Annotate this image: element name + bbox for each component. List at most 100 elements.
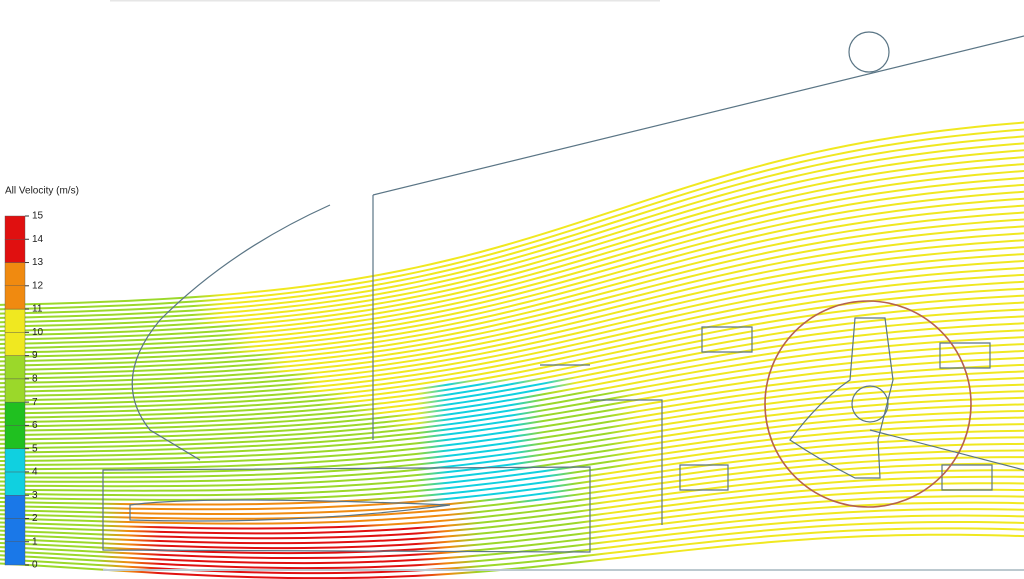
- legend-tick-label: 0: [32, 560, 38, 571]
- streamline: [0, 204, 1024, 359]
- legend-swatch: [4, 471, 26, 496]
- streamline: [0, 514, 1024, 565]
- streamline: [0, 508, 1024, 560]
- legend-tick-label: 5: [32, 443, 38, 454]
- legend-tick-label: 1: [32, 536, 38, 547]
- legend-swatch: [4, 355, 26, 380]
- geometry: [102, 31, 1024, 571]
- sensor: [848, 31, 890, 73]
- streamline: [0, 280, 1024, 406]
- outline: [131, 195, 374, 461]
- streamline: [0, 336, 1024, 441]
- streamline: [0, 390, 1024, 475]
- legend-swatch: [4, 285, 26, 310]
- legend-title: All Velocity (m/s): [5, 186, 79, 197]
- streamline: [0, 135, 1024, 315]
- streamline: [0, 396, 1024, 479]
- streamline: [0, 121, 1024, 306]
- streamline: [0, 183, 1024, 345]
- streamline: [0, 383, 1024, 471]
- arm: [869, 429, 1024, 471]
- streamline: [0, 456, 1024, 520]
- outline: [372, 35, 1024, 196]
- legend-swatch: [4, 495, 26, 519]
- streamline: [0, 423, 1024, 497]
- legend-swatch: [4, 215, 26, 240]
- streamline: [0, 308, 1024, 424]
- legend-tick-label: 11: [32, 304, 43, 315]
- legend-swatch: [4, 378, 26, 403]
- streamline: [0, 287, 1024, 411]
- legend-swatch: [4, 448, 26, 473]
- legend-swatch: [4, 239, 26, 263]
- legend: All Velocity (m/s) 012345678910111213141…: [4, 186, 79, 571]
- streamline: [0, 449, 1024, 516]
- legend-tick-label: 15: [32, 211, 44, 222]
- streamline: [0, 142, 1024, 319]
- streamline: [0, 482, 1024, 540]
- upright: [789, 317, 894, 479]
- streamline: [0, 436, 1024, 506]
- top-bar: [110, 0, 660, 2]
- streamline: [0, 475, 1024, 535]
- streamline: [0, 259, 1024, 393]
- streamline: [0, 128, 1024, 311]
- streamline: [0, 246, 1024, 385]
- streamline: [0, 409, 1024, 488]
- legend-swatch: [4, 425, 26, 449]
- streamline: [0, 273, 1024, 402]
- streamline: [0, 163, 1024, 332]
- legend-tick-label: 14: [32, 234, 44, 245]
- legend-swatch: [4, 308, 26, 333]
- hub: [851, 385, 889, 423]
- legend-tick-label: 4: [32, 467, 38, 478]
- outline: [540, 364, 663, 525]
- streamline: [0, 349, 1024, 450]
- legend-tick-label: 10: [32, 327, 44, 338]
- streamline: [0, 211, 1024, 363]
- streamline: [0, 170, 1024, 337]
- streamline: [0, 266, 1024, 398]
- legend-swatch: [4, 262, 26, 286]
- streamline: [0, 533, 1024, 579]
- streamline: [0, 356, 1024, 454]
- streamline: [0, 190, 1024, 350]
- streamline: [0, 149, 1024, 324]
- legend-tick-label: 8: [32, 374, 38, 385]
- wing: [129, 499, 451, 522]
- legend-tick-label: 2: [32, 513, 38, 524]
- streamline: [0, 416, 1024, 492]
- legend-tick-label: 7: [32, 397, 38, 408]
- legend-swatch: [4, 518, 26, 542]
- streamline: [0, 488, 1024, 545]
- streamline: [0, 403, 1024, 483]
- streamline: [0, 363, 1024, 458]
- mounts: [679, 326, 993, 491]
- streamline: [0, 442, 1024, 511]
- streamline: [0, 239, 1024, 380]
- streamline: [0, 232, 1024, 376]
- streamline: [0, 294, 1024, 415]
- legend-tick-label: 6: [32, 420, 38, 431]
- streamline: [0, 469, 1024, 530]
- streamline: [0, 429, 1024, 501]
- streamline: [0, 520, 1024, 570]
- legend-swatch: [4, 332, 26, 356]
- wheel: [764, 300, 972, 508]
- legend-swatch: [4, 541, 26, 566]
- streamlines: [0, 121, 1024, 579]
- streamline: [0, 225, 1024, 372]
- streamline: [0, 156, 1024, 328]
- streamline: [0, 253, 1024, 389]
- streamline: [0, 462, 1024, 525]
- streamline: [0, 315, 1024, 428]
- streamline: [0, 343, 1024, 445]
- legend-tick-label: 13: [32, 257, 44, 268]
- streamline: [0, 370, 1024, 463]
- legend-tick-label: 3: [32, 490, 38, 501]
- streamline: [0, 301, 1024, 419]
- wing-box: [102, 466, 591, 553]
- streamline: [0, 377, 1024, 467]
- streamline: [0, 495, 1024, 550]
- legend-tick-label: 12: [32, 280, 44, 291]
